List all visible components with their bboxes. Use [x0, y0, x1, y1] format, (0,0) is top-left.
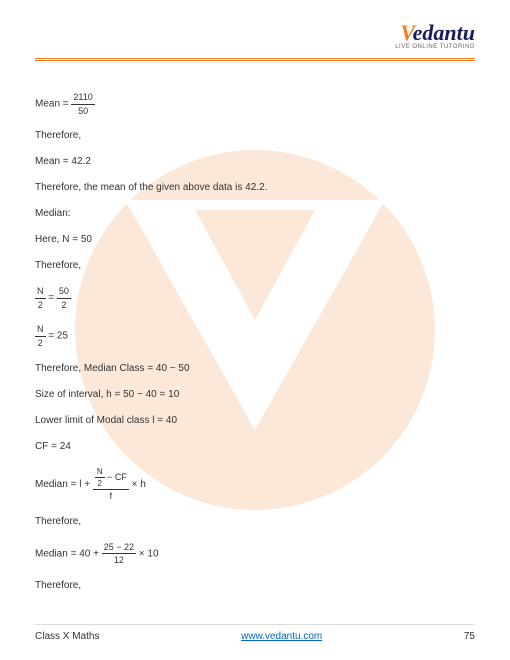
n-over-2-eq: N2 = 502	[35, 285, 475, 311]
document-body: Mean = 211050 Therefore, Mean = 42.2 The…	[35, 91, 475, 593]
inner-fraction: N2	[95, 466, 105, 489]
numerator: N2 − CF	[93, 466, 129, 490]
text: Mean =	[35, 99, 69, 110]
numerator: 25 − 22	[102, 541, 136, 555]
text-line: Therefore,	[35, 579, 475, 593]
footer-left: Class X Maths	[35, 631, 99, 642]
mean-result: Mean = 42.2	[35, 155, 475, 169]
text: Median = 40 +	[35, 548, 99, 559]
here-n: Here, N = 50	[35, 233, 475, 247]
denominator: 2	[57, 299, 71, 312]
fraction: 25 − 2212	[102, 541, 136, 567]
numerator: N	[35, 323, 46, 337]
fraction: N2	[35, 285, 46, 311]
text: =	[48, 293, 57, 304]
denominator: 2	[35, 299, 46, 312]
text: Median = l +	[35, 479, 90, 490]
numerator: 2110	[71, 91, 94, 105]
median-substitution: Median = 40 + 25 − 2212 × 10	[35, 541, 475, 567]
numerator: N	[95, 466, 105, 478]
fraction: 211050	[71, 91, 94, 117]
logo-v: V	[400, 20, 412, 45]
n-over-2-result: N2 = 25	[35, 323, 475, 349]
cf-value: CF = 24	[35, 440, 475, 454]
denominator: 2	[35, 337, 46, 350]
text: × 10	[139, 548, 159, 559]
median-class: Therefore, Median Class = 40 − 50	[35, 362, 475, 376]
size-interval: Size of interval, h = 50 − 40 = 10	[35, 388, 475, 402]
footer-link[interactable]: www.vedantu.com	[241, 631, 322, 642]
text-line: Therefore,	[35, 129, 475, 143]
lower-limit: Lower limit of Modal class l = 40	[35, 414, 475, 428]
mean-fraction: Mean = 211050	[35, 91, 475, 117]
logo-tagline: LIVE ONLINE TUTORING	[35, 44, 475, 50]
footer: Class X Maths www.vedantu.com 75	[35, 624, 475, 642]
median-heading: Median:	[35, 207, 475, 221]
fraction: N2	[35, 323, 46, 349]
fraction: 502	[57, 285, 71, 311]
logo-rest: edantu	[413, 20, 475, 45]
fraction: N2 − CF f	[93, 466, 129, 503]
logo: Vedantu	[35, 20, 475, 46]
text: = 25	[48, 331, 68, 342]
numerator: 50	[57, 285, 71, 299]
header-divider	[35, 58, 475, 61]
denominator: 50	[71, 105, 94, 118]
text: × h	[132, 479, 146, 490]
text-line: Therefore,	[35, 515, 475, 529]
denominator: 12	[102, 554, 136, 567]
denominator: 2	[95, 478, 105, 489]
page-number: 75	[464, 631, 475, 642]
header: Vedantu LIVE ONLINE TUTORING	[35, 20, 475, 50]
numerator: N	[35, 285, 46, 299]
mean-conclusion: Therefore, the mean of the given above d…	[35, 181, 475, 195]
denominator: f	[93, 490, 129, 503]
text-line: Therefore,	[35, 259, 475, 273]
median-formula: Median = l + N2 − CF f × h	[35, 466, 475, 503]
text: − CF	[105, 472, 127, 482]
